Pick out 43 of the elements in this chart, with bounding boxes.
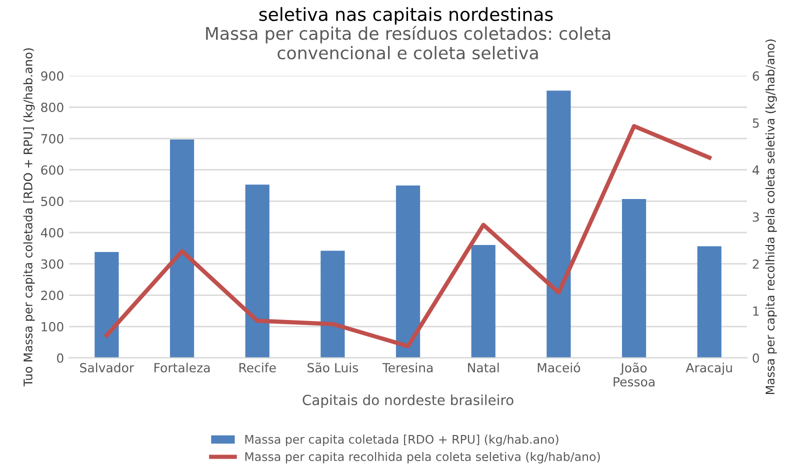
- x-tick-label: Aracaju: [686, 362, 732, 375]
- bar: [170, 139, 194, 358]
- x-tick-label: Salvador: [80, 362, 134, 372]
- y2-tick-label: 0: [752, 353, 760, 363]
- y-tick-label: 600: [41, 165, 64, 175]
- x-tick-label: João Pessoa: [614, 362, 654, 387]
- y2-tick-label: 6: [752, 71, 760, 81]
- y-tick-label: 400: [40, 228, 64, 238]
- bar: [471, 245, 496, 358]
- legend-label: Massa per capita recolhida pela coleta seletiva (kg/hab/ano): [245, 452, 600, 464]
- bar: [396, 186, 420, 358]
- y-tick-label: 500: [41, 196, 64, 206]
- x-axis-title: Capitais do nordeste brasileiro: [302, 394, 514, 408]
- bar: [94, 252, 119, 358]
- chart-title: Massa per capita de resíduos coletados: coleta convencional e coleta seletiva: [206, 26, 610, 60]
- x-tick-label: Recife: [239, 362, 276, 372]
- bar: [697, 246, 722, 358]
- y2-tick-label: 3: [752, 212, 759, 222]
- y2-tick-label: 4: [752, 165, 760, 175]
- bar: [320, 250, 345, 358]
- x-tick-label: Fortaleza: [154, 362, 210, 372]
- y-tick-label: 300: [41, 259, 64, 269]
- y2-tick-label: 1: [753, 306, 759, 316]
- y2-tick-label: 5: [752, 118, 759, 128]
- y-axis-title: Tuo Massa per capita coletada [RDO + RPU] (kg/hab.ano): [23, 48, 35, 386]
- y-tick-label: 800: [41, 102, 64, 112]
- y-tick-label: 100: [42, 322, 64, 332]
- x-tick-label: Teresina: [382, 362, 433, 372]
- x-tick-label: São Luis: [308, 362, 358, 372]
- bar: [546, 90, 571, 358]
- y-tick-label: 700: [41, 134, 64, 144]
- y-tick-label: 0: [57, 353, 64, 363]
- bar: [622, 198, 646, 358]
- legend-label: Massa per capita coletada [RDO + RPU] (kg/hab.ano): [245, 434, 558, 446]
- y2-axis-title: Massa per capita recolhida pela coleta seletiva (kg/hab/ano): [765, 40, 777, 394]
- y-tick-label: 200: [41, 290, 64, 300]
- text: seletiva nas capitais nordestinas: [259, 7, 553, 25]
- x-tick-label: Natal: [468, 362, 499, 372]
- y2-tick-label: 2: [752, 259, 759, 269]
- y-tick-label: 900: [41, 71, 64, 81]
- x-tick-label: Maceió: [538, 362, 580, 372]
- bar: [245, 184, 270, 358]
- line-series: [104, 124, 712, 348]
